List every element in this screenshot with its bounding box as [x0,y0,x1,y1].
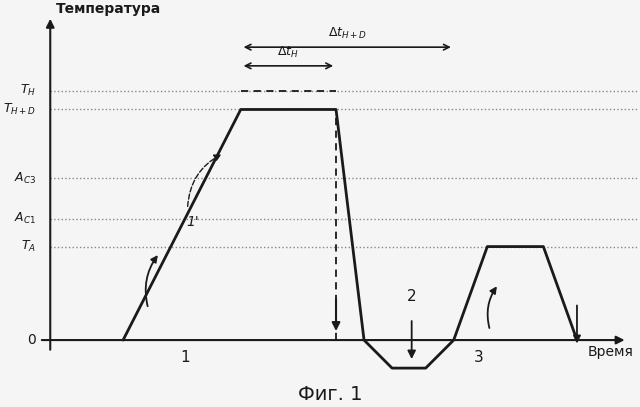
Text: $\Delta t_{H+D}$: $\Delta t_{H+D}$ [328,26,367,41]
Text: $A_{C3}$: $A_{C3}$ [14,171,36,186]
Text: $A_{C1}$: $A_{C1}$ [14,211,36,226]
Text: 1': 1' [187,214,200,229]
Text: Фиг. 1: Фиг. 1 [298,385,363,404]
Text: $T_A$: $T_A$ [21,239,36,254]
Text: 2: 2 [407,289,417,304]
Text: 0: 0 [28,333,36,347]
Text: Температура: Температура [56,2,161,16]
Text: $T_H$: $T_H$ [20,83,36,98]
Text: Время: Время [587,345,633,359]
Text: $\Delta t_H$: $\Delta t_H$ [278,44,300,59]
Text: $T_{H+D}$: $T_{H+D}$ [3,102,36,117]
Text: 1: 1 [180,350,189,365]
Text: 3: 3 [474,350,484,365]
